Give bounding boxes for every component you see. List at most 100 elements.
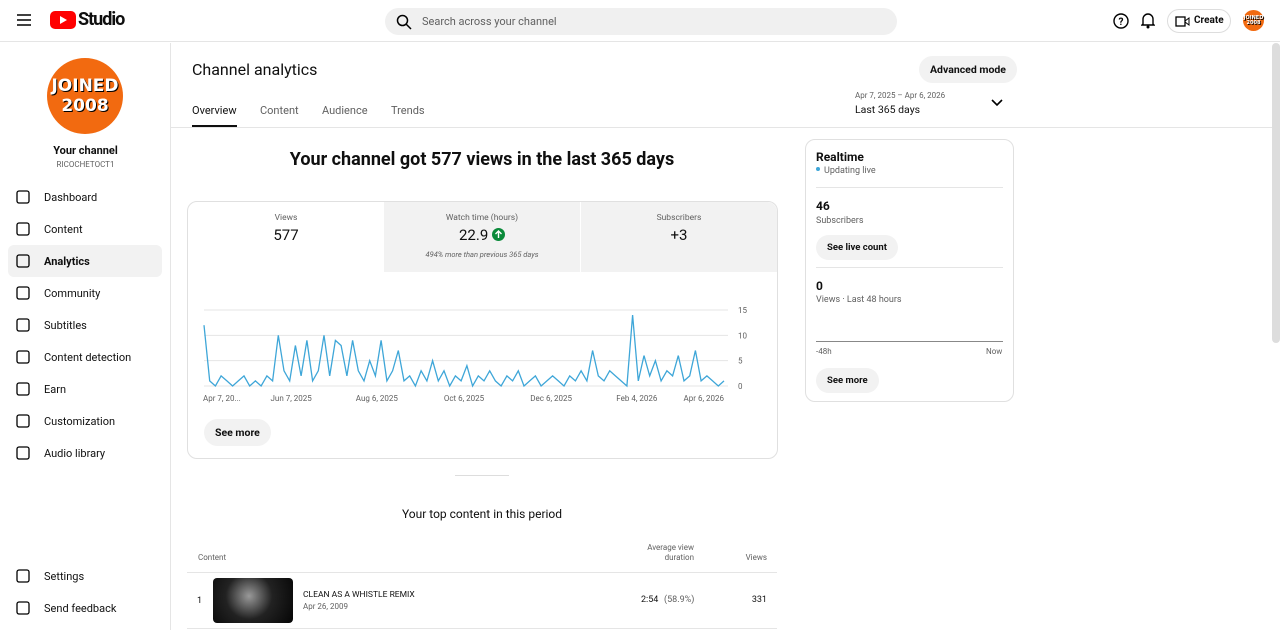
y-tick-label: 0 — [738, 382, 743, 391]
header: Studio Search across your channel ? Crea… — [0, 0, 1280, 42]
nav-label: Dashboard — [44, 190, 98, 204]
x-tick-label: Feb 4, 2026 — [616, 394, 658, 403]
page-title: Channel analytics — [192, 60, 318, 79]
x-tick-label: Apr 6, 2026 — [684, 394, 725, 403]
axis-end: Now — [986, 347, 1003, 356]
avatar-line: JOINED — [51, 76, 119, 96]
nav-label: Send feedback — [44, 601, 117, 615]
column-header: Views — [745, 553, 767, 562]
realtime-axis — [816, 341, 1003, 342]
nav-icon — [16, 190, 30, 204]
see-more-button[interactable]: See more — [816, 368, 879, 393]
nav-icon — [16, 382, 30, 396]
live-count-button[interactable]: See live count — [816, 235, 898, 260]
metric-bg — [384, 202, 580, 272]
x-tick-label: Dec 6, 2025 — [530, 394, 572, 403]
metric-value: 577 — [273, 226, 299, 244]
metric-number: 22.9 — [459, 226, 489, 244]
nav-item[interactable]: Content detection — [8, 341, 162, 373]
create-label: Create — [1194, 15, 1224, 26]
tab[interactable]: Overview — [192, 104, 237, 127]
x-tick-label: Oct 6, 2025 — [444, 394, 485, 403]
column-header: Average view duration — [647, 543, 694, 562]
date-label[interactable]: Last 365 days — [855, 103, 921, 116]
see-more-button[interactable]: See more — [204, 419, 271, 446]
headline: Your channel got 577 views in the last 3… — [289, 149, 675, 170]
metric-value: 22.9 — [384, 226, 580, 244]
tab[interactable]: Trends — [391, 104, 425, 117]
menu-icon[interactable] — [17, 13, 33, 27]
nav-item[interactable]: Analytics — [8, 245, 162, 277]
row-percent: (58.9%) — [664, 595, 695, 605]
row-duration: 2:54 — [641, 595, 659, 605]
nav-icon — [16, 601, 30, 615]
divider — [816, 187, 1003, 188]
scrollbar[interactable] — [1272, 43, 1280, 343]
dropdown-icon[interactable] — [991, 98, 1003, 108]
metric-value: +3 — [670, 226, 688, 244]
row-title[interactable]: CLEAN AS A WHISTLE REMIX — [303, 590, 415, 600]
nav-item[interactable]: Content — [8, 213, 162, 245]
nav-label: Content — [44, 222, 83, 236]
nav-item[interactable]: Settings — [8, 560, 162, 592]
top-content-heading: Your top content in this period — [401, 507, 563, 521]
nav-item[interactable]: Dashboard — [8, 181, 162, 213]
nav-icon — [16, 569, 30, 583]
channel-avatar[interactable]: JOINED 2008 — [47, 58, 123, 134]
nav-item[interactable]: Audio library — [8, 437, 162, 469]
nav-item[interactable]: Community — [8, 277, 162, 309]
create-icon — [1175, 16, 1190, 27]
metric[interactable]: Subscribers +3 — [581, 202, 777, 272]
nav-label: Subtitles — [44, 318, 87, 332]
live-dot — [816, 167, 820, 171]
row-views: 331 — [751, 595, 767, 605]
views-chart: 0 5 10 15 Apr 7, 20... Jun 7, 2025 Aug 6, 2025… — [203, 306, 747, 403]
search-icon — [396, 14, 412, 30]
sidebar: JOINED 2008 Your channel RICOCHETOCT1 Das… — [0, 43, 171, 630]
nav-label: Earn — [44, 382, 67, 396]
channel-title: Your channel — [53, 144, 118, 157]
nav-label: Customization — [44, 414, 116, 428]
up-icon — [491, 228, 505, 241]
subs-count: 46 — [816, 199, 830, 213]
create-button[interactable]: Create — [1167, 9, 1231, 33]
y-tick-label: 10 — [738, 331, 747, 340]
nav-icon — [16, 222, 30, 236]
nav-label: Analytics — [44, 254, 90, 268]
search-placeholder: Search across your channel — [422, 15, 557, 28]
advanced-mode-button[interactable]: Advanced mode — [919, 56, 1017, 83]
divider — [455, 475, 509, 476]
metric[interactable]: Watch time (hours) 22.9 494% more than pr… — [384, 202, 580, 272]
x-tick-label: Apr 7, 20... — [203, 394, 241, 403]
metric-bg — [581, 202, 777, 272]
tab[interactable]: Content — [260, 104, 299, 117]
thumbnail[interactable] — [213, 578, 293, 623]
logo-text[interactable]: Studio — [78, 9, 125, 30]
metric[interactable]: Views 577 — [188, 202, 384, 272]
avatar-line: JOINED — [1243, 14, 1264, 21]
svg-text:?: ? — [1119, 17, 1124, 28]
search-box[interactable]: Search across your channel — [385, 8, 897, 35]
nav-label: Audio library — [44, 446, 106, 460]
header-avatar[interactable]: JOINED 2008 — [1243, 10, 1264, 31]
logo-icon[interactable] — [50, 11, 76, 29]
nav-icon — [16, 446, 30, 460]
help-icon[interactable]: ? — [1113, 13, 1129, 29]
tab[interactable]: Audience — [322, 104, 368, 117]
y-tick-label: 15 — [738, 306, 747, 315]
nav-item[interactable]: Send feedback — [8, 592, 162, 624]
date-range[interactable]: Apr 7, 2025 – Apr 6, 2026 — [855, 91, 946, 100]
nav-label: Content detection — [44, 350, 132, 364]
nav-item[interactable]: Earn — [8, 373, 162, 405]
metric-note: 494% more than previous 365 days — [425, 250, 539, 259]
nav-icon — [16, 414, 30, 428]
realtime-status: Updating live — [824, 166, 876, 176]
nav-item[interactable]: Customization — [8, 405, 162, 437]
nav-icon — [16, 286, 30, 300]
views-line — [203, 315, 725, 388]
bell-icon[interactable] — [1141, 12, 1155, 29]
y-tick-label: 5 — [738, 357, 743, 366]
nav-icon — [16, 318, 30, 332]
nav-item[interactable]: Subtitles — [8, 309, 162, 341]
